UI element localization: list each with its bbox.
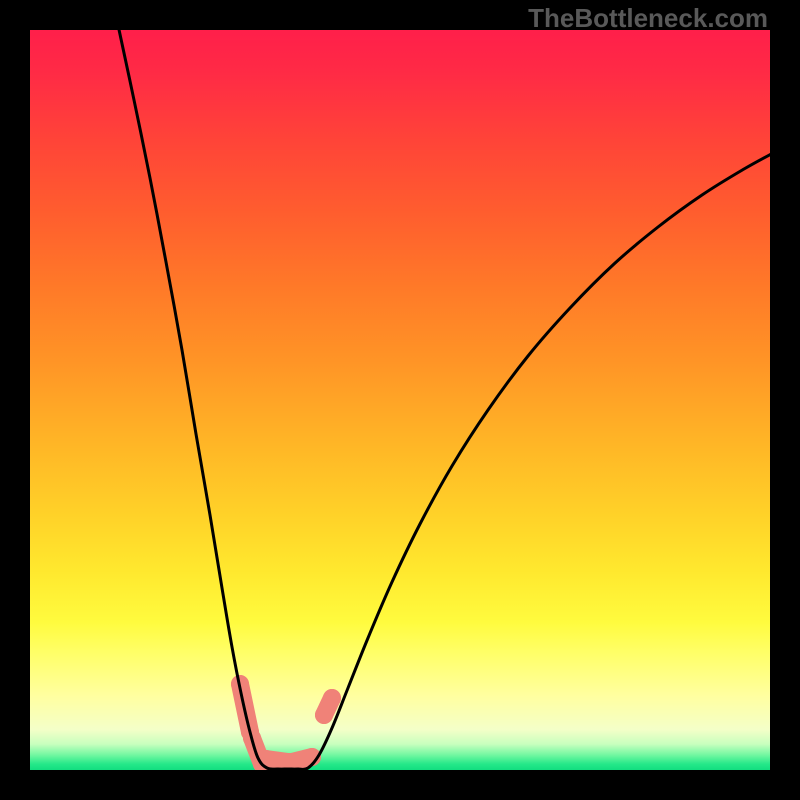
plot-area [30, 30, 770, 770]
chart-stage: TheBottleneck.com [0, 0, 800, 800]
heat-gradient-background [30, 30, 770, 770]
watermark-text: TheBottleneck.com [528, 3, 768, 34]
